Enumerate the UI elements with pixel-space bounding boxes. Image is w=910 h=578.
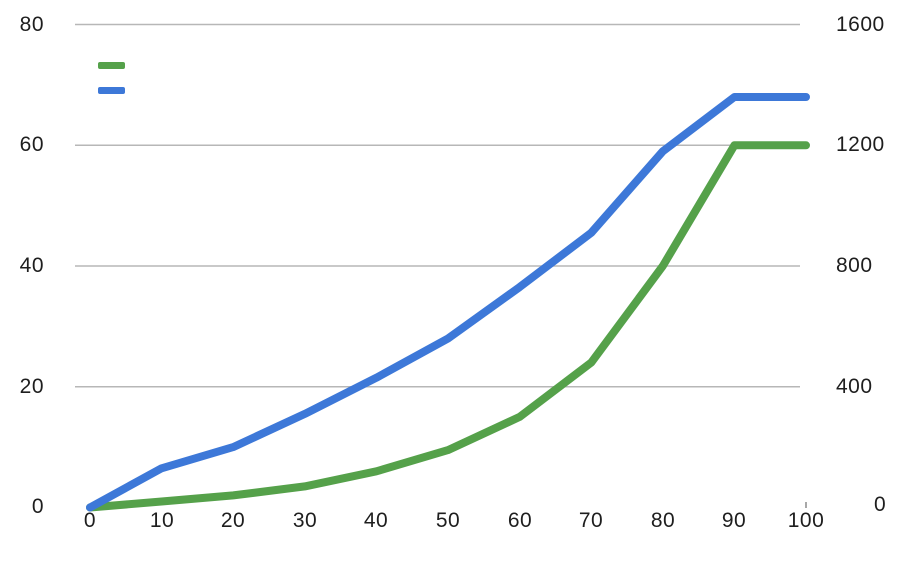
y-left-tick-0: 0 [31,495,44,518]
gridlines [75,23,800,388]
x-tick-0: 0 [83,509,97,532]
y-right-tick-1200: 1200 [836,133,885,156]
y-left-tick-60: 60 [19,133,44,156]
x-tick-40: 40 [363,509,389,532]
legend-swatch-green [98,62,125,69]
x-tick-90: 90 [721,509,747,532]
x-tick-30: 30 [292,509,318,532]
x-tick-70: 70 [578,509,604,532]
green-series-line [86,141,810,512]
y-right-tick-1600: 1600 [836,13,885,36]
x-tick-10: 10 [149,509,175,532]
x-tick-100: 100 [787,509,825,532]
y-right-tick-800: 800 [836,254,873,277]
y-right-tick-400: 400 [836,375,873,398]
y-right-tick-0: 0 [874,493,887,516]
x-tick-50: 50 [435,509,461,532]
x-tick-60: 60 [507,509,533,532]
y-left-tick-40: 40 [19,254,44,277]
x-tick-20: 20 [220,509,246,532]
x-tick-80: 80 [650,509,676,532]
y-left-tick-20: 20 [19,375,44,398]
y-left-tick-80: 80 [19,13,44,36]
legend-swatch-blue [98,87,125,94]
blue-series-line [86,93,810,512]
